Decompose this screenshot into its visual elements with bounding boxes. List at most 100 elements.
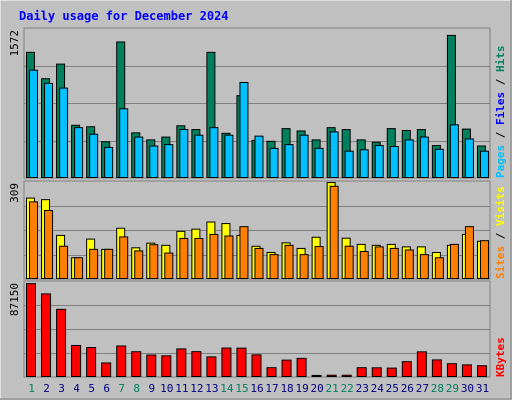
x-tick-label: 30: [461, 382, 474, 395]
bar-kbytes-day-21: [326, 374, 337, 378]
bar-files-day-11: [179, 129, 189, 178]
bar-sites-day-16: [254, 247, 264, 279]
x-tick-label: 11: [175, 382, 188, 395]
bar-kbytes-day-20: [311, 374, 322, 377]
bar-kbytes-day-30: [461, 364, 472, 377]
x-tick-label: 8: [133, 382, 140, 395]
bar-sites-day-3: [59, 245, 69, 279]
bar-files-day-1: [29, 69, 38, 178]
bar-sites-day-26: [404, 249, 414, 280]
bar-sites-day-12: [194, 237, 204, 280]
max-value-label: 309: [8, 183, 21, 203]
bar-files-day-31: [479, 150, 489, 179]
bar-files-day-28: [434, 148, 444, 179]
x-tick-label: 31: [476, 382, 489, 395]
bar-files-day-13: [209, 127, 219, 179]
kbytes-panel: 87150 KBytes: [8, 280, 507, 378]
bar-kbytes-day-31: [476, 365, 487, 377]
bar-kbytes-day-26: [401, 361, 412, 378]
x-tick-label: 19: [295, 382, 308, 395]
x-tick-label: 14: [220, 382, 234, 395]
bar-files-day-20: [314, 147, 324, 178]
bar-sites-day-2: [44, 210, 54, 279]
legend-part: Hits: [494, 46, 507, 73]
x-tick-label: 20: [311, 382, 324, 395]
bar-sites-day-31: [479, 240, 489, 280]
bar-kbytes-day-29: [446, 363, 457, 377]
bar-sites-day-5: [89, 248, 99, 279]
bar-kbytes-day-14: [221, 347, 232, 378]
x-tick-label: 1: [28, 382, 35, 395]
bar-kbytes-day-5: [86, 347, 97, 378]
x-tick-label: 29: [446, 382, 459, 395]
x-tick-label: 18: [280, 382, 293, 395]
bar-kbytes-day-28: [431, 359, 442, 378]
bar-files-day-26: [404, 139, 414, 178]
bar-sites-day-7: [119, 236, 129, 279]
bar-sites-day-23: [359, 251, 369, 279]
x-tick-label: 23: [356, 382, 369, 395]
legend-part: /: [494, 226, 507, 246]
bar-kbytes-day-13: [206, 356, 217, 378]
x-tick-label: 7: [118, 382, 125, 395]
bar-files-day-7: [119, 108, 129, 178]
bar-files-day-30: [464, 138, 474, 178]
bar-sites-day-15: [239, 226, 249, 279]
bar-sites-day-4: [74, 257, 84, 280]
series-legend-label: KBytes: [494, 337, 507, 377]
bar-sites-day-11: [179, 237, 189, 280]
x-tick-label: 24: [371, 382, 385, 395]
bar-sites-day-25: [389, 247, 399, 279]
bar-kbytes-day-18: [281, 359, 292, 378]
bar-kbytes-day-1: [26, 283, 36, 378]
bar-kbytes-day-6: [101, 362, 112, 378]
bar-files-day-9: [149, 145, 159, 179]
bar-files-day-22: [344, 150, 354, 179]
bar-files-day-15: [239, 81, 249, 178]
legend-part: /: [494, 125, 507, 145]
x-tick-label: 5: [88, 382, 95, 395]
max-value-label: 87150: [8, 283, 21, 316]
bar-sites-day-29: [449, 243, 459, 279]
bar-files-day-2: [44, 82, 54, 178]
bar-files-day-4: [74, 127, 84, 179]
bar-kbytes-day-3: [56, 308, 67, 377]
chart-title: Daily usage for December 2024: [19, 9, 229, 23]
bar-kbytes-day-23: [356, 367, 367, 378]
series-legend-label: Sites / Visits: [494, 186, 507, 279]
x-tick-label: 16: [250, 382, 263, 395]
bar-sites-day-13: [209, 233, 219, 280]
bar-sites-day-24: [374, 246, 384, 280]
bar-files-day-27: [419, 136, 429, 178]
bar-files-day-25: [389, 145, 399, 178]
bar-sites-day-14: [224, 235, 234, 279]
bar-sites-day-21: [329, 185, 339, 279]
bar-kbytes-day-10: [161, 355, 172, 377]
series-legend-label: Pages / Files / Hits: [494, 46, 507, 179]
bar-kbytes-day-24: [371, 367, 382, 378]
bar-sites-day-30: [464, 226, 474, 279]
bar-kbytes-day-27: [416, 351, 427, 377]
x-tick-label: 13: [205, 382, 218, 395]
bar-kbytes-day-7: [116, 345, 127, 378]
bar-kbytes-day-9: [146, 354, 157, 378]
x-tick-label: 22: [341, 382, 354, 395]
bar-sites-day-6: [104, 248, 114, 279]
x-tick-label: 27: [416, 382, 429, 395]
x-tick-label: 2: [43, 382, 50, 395]
bar-kbytes-day-15: [236, 347, 247, 378]
legend-part: Visits: [494, 186, 507, 226]
hits-files-panel: 1572 Pages / Files / Hits: [8, 27, 507, 179]
x-tick-label: 26: [401, 382, 414, 395]
bar-sites-day-27: [419, 254, 429, 279]
bar-sites-day-1: [29, 201, 38, 279]
x-tick-label: 21: [326, 382, 339, 395]
bar-files-day-12: [194, 134, 204, 178]
legend-part: Pages: [494, 145, 507, 178]
legend-part: KBytes: [494, 337, 507, 377]
sites-visits-panel: 309 Sites / Visits: [8, 180, 507, 280]
bar-sites-day-19: [299, 254, 309, 279]
max-value-label: 1572: [8, 30, 21, 57]
